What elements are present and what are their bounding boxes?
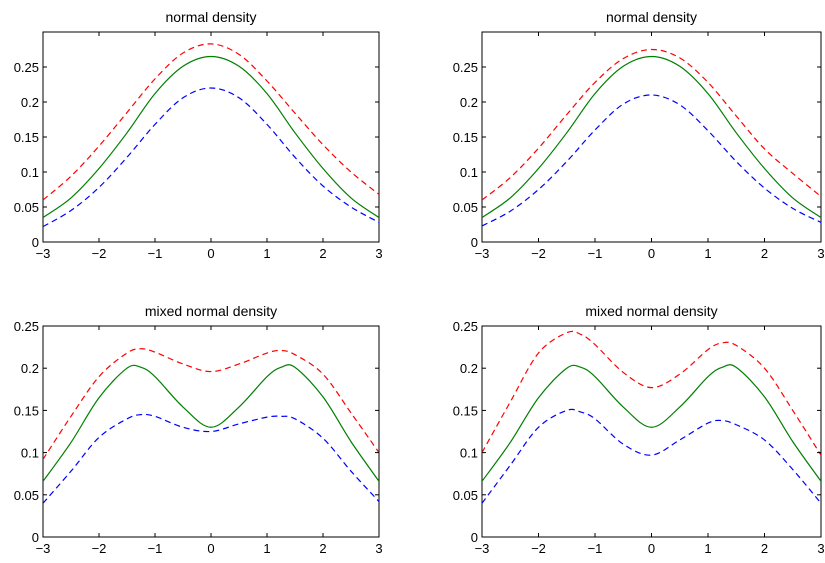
- y-tick-label: 0.25: [453, 60, 478, 75]
- x-tick-label: 1: [263, 246, 270, 261]
- y-tick-label: 0.2: [21, 95, 39, 110]
- series-line-dashed-3: [43, 87, 379, 228]
- series-line-dashed-3: [482, 408, 821, 504]
- chart-panel-1: normal density −3 −2 −1 0 1 2 3 0 0.05 0.1 0.15 0.2 0…: [14, 9, 383, 261]
- y-tick-label: 0.1: [21, 165, 39, 180]
- axes-box: [481, 325, 822, 538]
- chart-panel-2: normal density −3 −2 −1 0 1 2 3 0 0.05 0.1 0.15 0.2 0…: [453, 9, 825, 261]
- series-line-dashed-1: [43, 348, 379, 460]
- x-tick-label: 3: [375, 246, 382, 261]
- series-line-dashed-1: [482, 330, 821, 456]
- x-tick-label: 3: [375, 541, 382, 556]
- x-tick-label: −3: [475, 246, 490, 261]
- y-tick-label: 0.15: [453, 403, 478, 418]
- y-tick-label: 0.2: [21, 361, 39, 376]
- x-tick-label: 1: [263, 541, 270, 556]
- chart-title: normal density: [165, 9, 256, 25]
- chart-title: normal density: [606, 9, 697, 25]
- y-tick-label: 0.2: [460, 361, 478, 376]
- axes-box: [42, 325, 380, 538]
- x-tick-label: −2: [92, 246, 107, 261]
- y-tick-label: 0.15: [453, 130, 478, 145]
- x-tick-label: 2: [761, 246, 768, 261]
- y-tick-label: 0: [471, 235, 478, 250]
- x-tick-label: −3: [475, 541, 490, 556]
- chart-panel-3: mixed normal density −3 −2 −1 0 1 2 3 0 0.05 0.1 0.…: [14, 303, 383, 556]
- y-tick-label: 0: [32, 530, 39, 545]
- y-tick-label: 0.25: [14, 60, 39, 75]
- x-tick-label: 3: [817, 541, 824, 556]
- x-tick-label: 0: [648, 246, 655, 261]
- x-tick-label: 1: [704, 541, 711, 556]
- series-line-solid-2: [43, 55, 379, 218]
- x-tick-label: 1: [704, 246, 711, 261]
- y-tick-label: 0.15: [14, 130, 39, 145]
- axes-box: [481, 31, 822, 243]
- y-tick-label: 0.05: [453, 200, 478, 215]
- x-tick-label: −1: [148, 541, 163, 556]
- y-tick-label: 0.25: [453, 319, 478, 334]
- y-tick-label: 0.15: [14, 403, 39, 418]
- x-tick-label: −2: [531, 246, 546, 261]
- y-tick-label: 0.1: [21, 446, 39, 461]
- x-tick-label: 0: [207, 541, 214, 556]
- y-tick-label: 0: [471, 530, 478, 545]
- series-line-solid-2: [482, 55, 821, 218]
- series-line-solid-2: [482, 364, 821, 482]
- y-tick-label: 0: [32, 235, 39, 250]
- x-tick-label: 0: [648, 541, 655, 556]
- x-tick-label: −1: [588, 541, 603, 556]
- series-line-solid-2: [43, 364, 379, 482]
- y-tick-label: 0.05: [453, 488, 478, 503]
- x-tick-label: −2: [92, 541, 107, 556]
- x-tick-label: 2: [319, 541, 326, 556]
- x-tick-label: −1: [588, 246, 603, 261]
- chart-panel-4: mixed normal density −3 −2 −1 0 1 2 3 0 0.05 0.1 0.…: [453, 303, 825, 556]
- x-tick-label: 2: [319, 246, 326, 261]
- axes-box: [42, 31, 380, 243]
- y-tick-label: 0.25: [14, 319, 39, 334]
- y-tick-label: 0.2: [460, 95, 478, 110]
- x-tick-label: 2: [761, 541, 768, 556]
- x-tick-label: −3: [36, 541, 51, 556]
- y-tick-label: 0.05: [14, 200, 39, 215]
- series-line-dashed-1: [43, 43, 379, 201]
- y-tick-label: 0.05: [14, 488, 39, 503]
- series-line-dashed-1: [482, 48, 821, 201]
- x-tick-label: 3: [817, 246, 824, 261]
- y-tick-label: 0.1: [460, 165, 478, 180]
- x-tick-label: −1: [148, 246, 163, 261]
- chart-title: mixed normal density: [145, 303, 277, 319]
- x-tick-label: −2: [531, 541, 546, 556]
- x-tick-label: −3: [36, 246, 51, 261]
- y-tick-label: 0.1: [460, 446, 478, 461]
- x-tick-label: 0: [207, 246, 214, 261]
- chart-title: mixed normal density: [585, 303, 717, 319]
